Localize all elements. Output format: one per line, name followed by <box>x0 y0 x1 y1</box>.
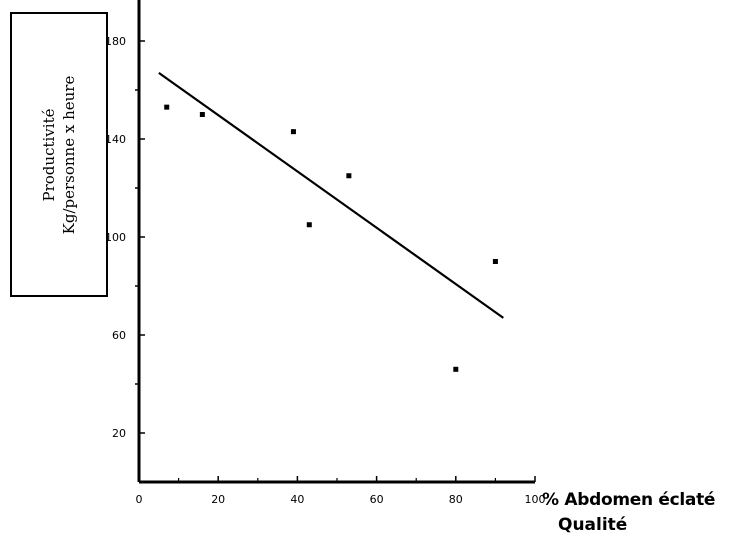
x-tick-label: 60 <box>370 493 384 506</box>
data-points <box>164 104 498 372</box>
x-axis-label: % Abdomen éclaté <box>542 490 716 510</box>
y-axis-label: Productivité Kg/personne x heure <box>39 75 79 234</box>
y-tick-label: 180 <box>105 35 126 48</box>
y-tick-label: 20 <box>112 427 126 440</box>
data-point <box>492 259 498 264</box>
trend-layer <box>158 71 504 319</box>
data-point <box>346 173 352 179</box>
y-axis-label-box: Productivité Kg/personne x heure <box>10 12 108 297</box>
x-axis-sublabel: Qualité <box>558 515 628 535</box>
x-tick-label: 0 <box>136 493 143 506</box>
data-point <box>453 366 459 372</box>
y-tick-label: 100 <box>105 231 126 244</box>
ticks: 0 20 40 60 80 100 20 60 100 140 180 <box>105 35 546 506</box>
data-point <box>164 104 170 110</box>
x-tick-label: 20 <box>211 493 225 506</box>
y-axis-label-line1: Productivité <box>40 108 58 201</box>
y-tick-label: 60 <box>112 329 126 342</box>
x-tick-label: 40 <box>290 493 304 506</box>
y-axis-label-line2: Kg/personne x heure <box>60 75 78 234</box>
data-point <box>306 222 312 228</box>
trend-line <box>158 71 504 319</box>
axes <box>137 0 535 484</box>
x-tick-label: 80 <box>449 493 463 506</box>
data-point <box>199 112 205 117</box>
x-tick-label: 100 <box>525 493 546 506</box>
y-tick-label: 140 <box>105 133 126 146</box>
data-point <box>290 129 296 135</box>
